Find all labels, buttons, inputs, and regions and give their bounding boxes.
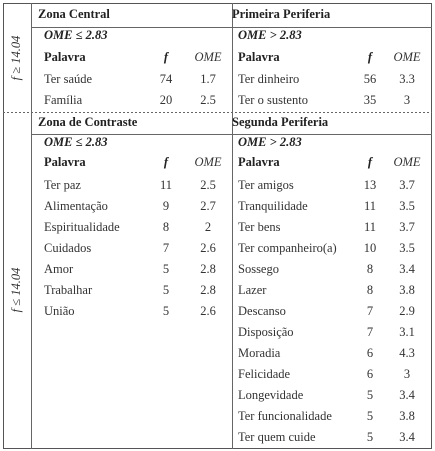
word: Ter companheiro(a) <box>238 241 337 255</box>
word: Sossego <box>238 262 279 276</box>
word: Espiritualidade <box>44 220 120 234</box>
table-border <box>3 3 432 449</box>
frequency: 56 <box>364 72 377 86</box>
quadrant-title: Zona de Contraste <box>38 115 138 129</box>
column-header: OME <box>194 155 221 169</box>
frequency: 5 <box>163 283 169 297</box>
column-header: f <box>368 50 374 64</box>
column-header: Palavra <box>238 50 280 64</box>
frequency: 5 <box>367 388 373 402</box>
frequency: 11 <box>364 220 376 234</box>
ome: 3.7 <box>399 220 415 234</box>
ome: 3 <box>404 367 410 381</box>
frequency: 9 <box>163 199 169 213</box>
word: Ter amigos <box>238 178 294 192</box>
ome: 2.7 <box>200 199 216 213</box>
word: Trabalhar <box>44 283 93 297</box>
ome: 1.7 <box>200 72 216 86</box>
ome: 3.7 <box>399 178 415 192</box>
word: Alimentação <box>44 199 108 213</box>
row-label: f ≤ 14.04 <box>9 268 23 313</box>
frequency: 7 <box>163 241 169 255</box>
word: Felicidade <box>238 367 291 381</box>
quadrant-title: Segunda Periferia <box>232 115 329 129</box>
ome: 4.3 <box>399 346 415 360</box>
ome: 3.8 <box>399 409 415 423</box>
frequency: 11 <box>160 178 172 192</box>
column-header: f <box>164 50 170 64</box>
word: Ter funcionalidade <box>238 409 332 423</box>
ome: 2.6 <box>200 241 216 255</box>
ome: 3.5 <box>399 199 415 213</box>
frequency: 5 <box>367 430 373 444</box>
condition: OME ≤ 2.83 <box>44 135 107 149</box>
word: Ter paz <box>44 178 81 192</box>
column-header: f <box>164 155 170 169</box>
frequency: 10 <box>364 241 377 255</box>
word: Moradia <box>238 346 281 360</box>
column-header: OME <box>194 50 221 64</box>
frequency: 11 <box>364 199 376 213</box>
word: Ter o sustento <box>238 93 308 107</box>
ome: 2.8 <box>200 283 216 297</box>
word: Família <box>44 93 83 107</box>
ome: 2.5 <box>200 178 216 192</box>
frequency: 5 <box>163 304 169 318</box>
frequency: 7 <box>367 325 373 339</box>
condition: OME > 2.83 <box>238 135 302 149</box>
word: Tranquilidade <box>238 199 308 213</box>
ome: 3.4 <box>399 388 415 402</box>
ome: 3.8 <box>399 283 415 297</box>
frequency: 6 <box>367 346 373 360</box>
frequency: 13 <box>364 178 377 192</box>
frequency: 74 <box>160 72 173 86</box>
quadrant-title: Zona Central <box>38 7 110 21</box>
word: Disposição <box>238 325 294 339</box>
quadrant-title: Primeira Periferia <box>232 7 331 21</box>
ome: 2.9 <box>399 304 415 318</box>
frequency: 5 <box>163 262 169 276</box>
word: Cuidados <box>44 241 91 255</box>
word: Lazer <box>238 283 267 297</box>
ome: 2.6 <box>200 304 216 318</box>
frequency: 6 <box>367 367 373 381</box>
ome: 2 <box>205 220 211 234</box>
ome: 3.5 <box>399 241 415 255</box>
word: Ter saúde <box>44 72 93 86</box>
frequency: 8 <box>367 262 373 276</box>
word: Descanso <box>238 304 286 318</box>
condition: OME > 2.83 <box>238 28 302 42</box>
frequency: 20 <box>160 93 173 107</box>
word: Amor <box>44 262 74 276</box>
word: União <box>44 304 75 318</box>
column-header: f <box>368 155 374 169</box>
frequency: 5 <box>367 409 373 423</box>
word: Longevidade <box>238 388 304 402</box>
frequency: 35 <box>364 93 377 107</box>
ome: 3.4 <box>399 430 415 444</box>
frequency: 7 <box>367 304 373 318</box>
word: Ter dinheiro <box>238 72 299 86</box>
frequency: 8 <box>367 283 373 297</box>
condition: OME ≤ 2.83 <box>44 28 107 42</box>
ome: 3.3 <box>399 72 415 86</box>
column-header: Palavra <box>44 155 86 169</box>
ome: 2.8 <box>200 262 216 276</box>
column-header: OME <box>393 155 420 169</box>
column-header: Palavra <box>238 155 280 169</box>
row-label: f ≥ 14.04 <box>9 36 23 81</box>
ome: 2.5 <box>200 93 216 107</box>
word: Ter quem cuide <box>238 430 316 444</box>
column-header: OME <box>393 50 420 64</box>
column-header: Palavra <box>44 50 86 64</box>
frequency: 8 <box>163 220 169 234</box>
ome: 3 <box>404 93 410 107</box>
ome: 3.4 <box>399 262 415 276</box>
ome: 3.1 <box>399 325 415 339</box>
word: Ter bens <box>238 220 281 234</box>
